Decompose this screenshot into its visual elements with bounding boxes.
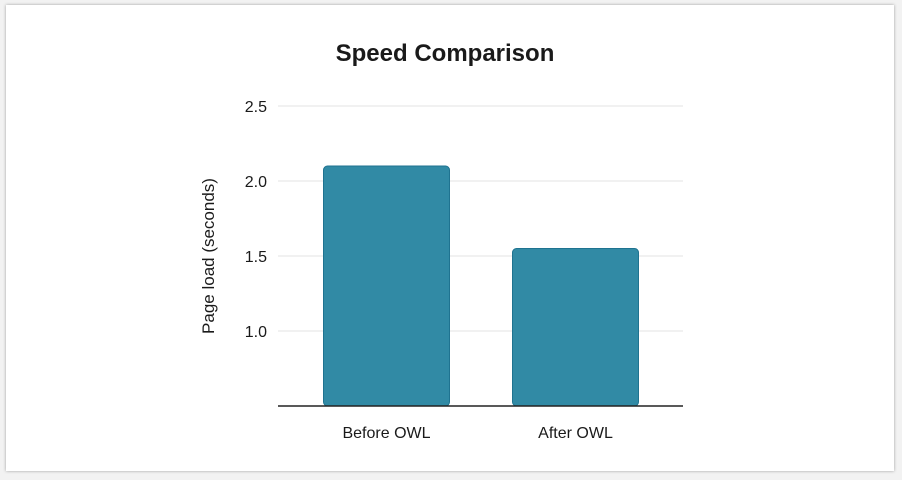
y-axis-label: Page load (seconds) [199, 178, 218, 334]
y-tick-label: 2.5 [245, 99, 267, 116]
bar [512, 248, 639, 407]
y-tick-label: 2.0 [245, 174, 267, 191]
chart-title: Speed Comparison [336, 40, 555, 67]
y-tick-label: 1.5 [245, 249, 267, 266]
y-tick-label: 1.0 [245, 324, 267, 341]
x-tick-label: Before OWL [342, 425, 430, 442]
x-tick-label: After OWL [538, 425, 613, 442]
bar [323, 165, 450, 407]
